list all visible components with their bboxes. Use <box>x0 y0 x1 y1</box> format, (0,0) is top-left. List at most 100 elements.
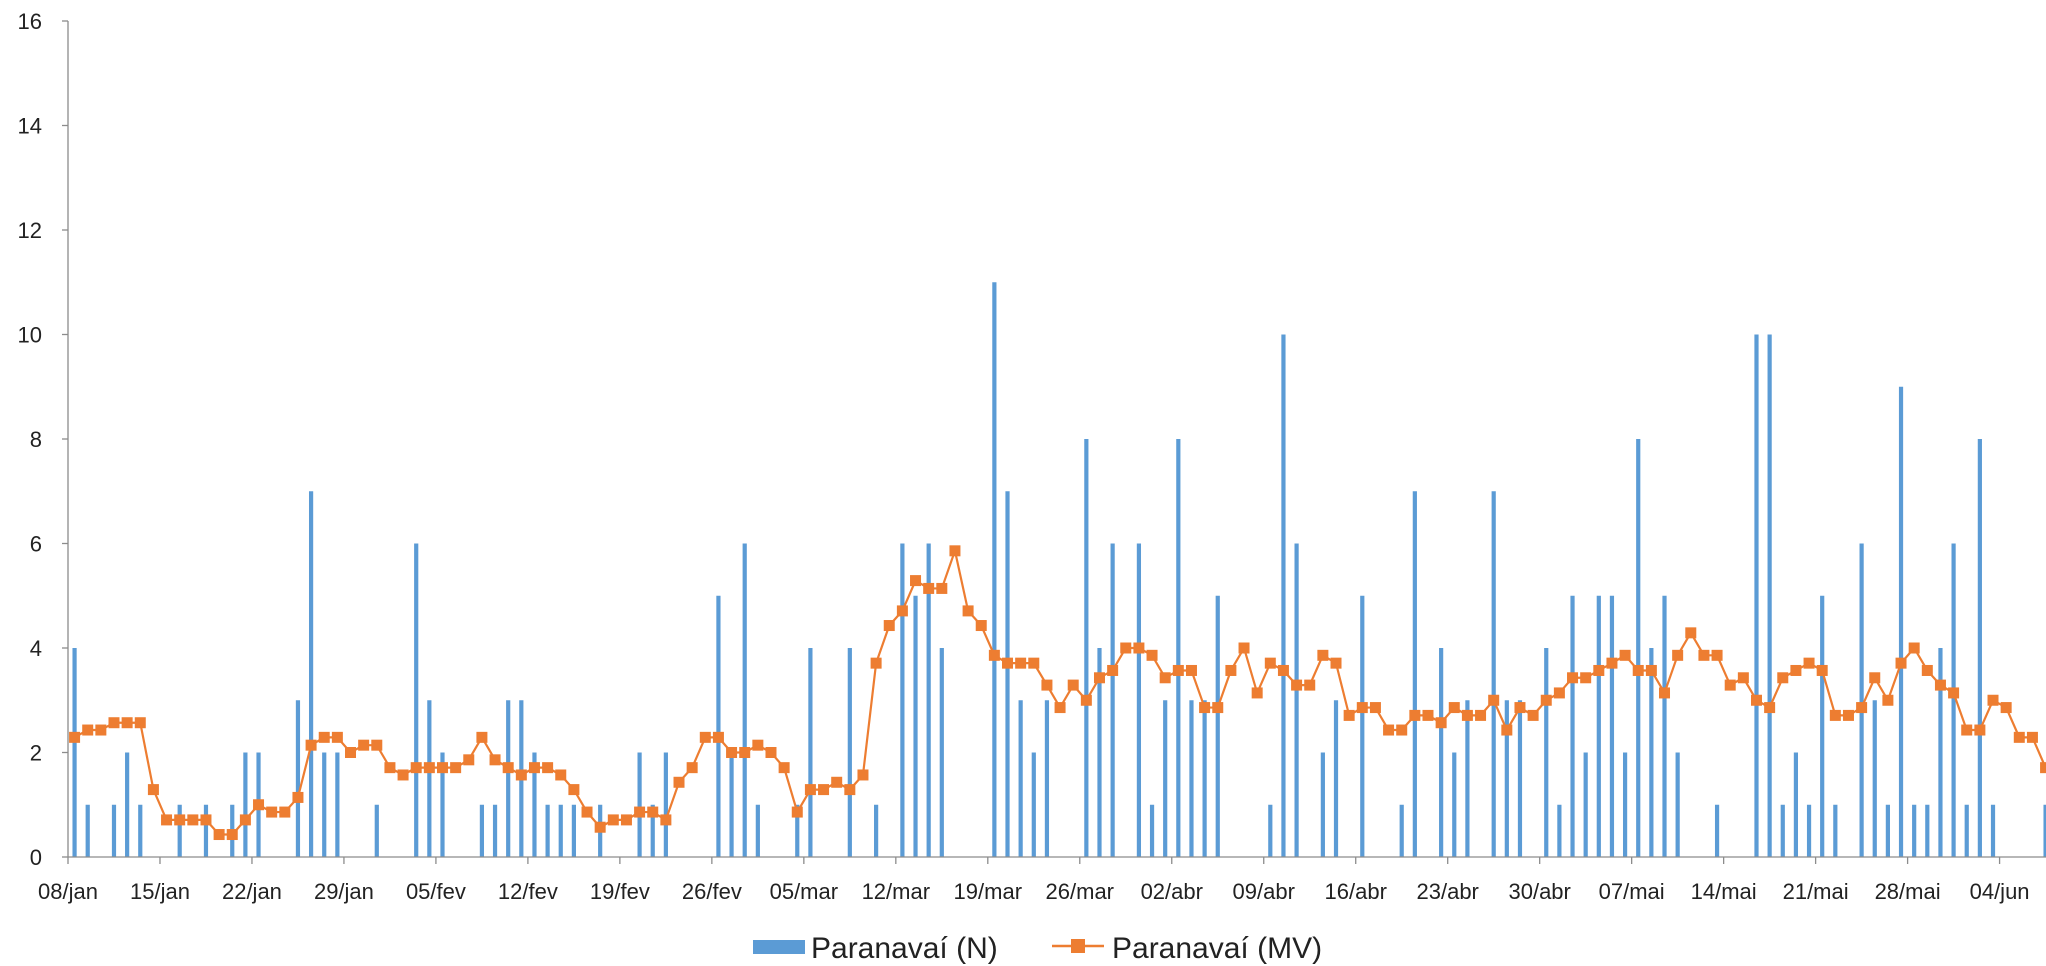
bar <box>440 752 445 857</box>
x-tick-label: 30/abr <box>1508 879 1570 904</box>
mv-point <box>1632 664 1644 676</box>
x-tick-label: 08/jan <box>38 879 98 904</box>
mv-line <box>74 546 2046 836</box>
bar <box>742 543 747 857</box>
mv-point <box>436 762 448 774</box>
bar <box>637 752 642 857</box>
bar <box>874 804 879 857</box>
bar <box>1859 543 1864 857</box>
bar <box>1622 752 1628 857</box>
mv-point <box>1724 679 1736 691</box>
mv-point <box>121 717 133 729</box>
mv-point <box>1777 672 1789 684</box>
bar <box>755 804 760 857</box>
mv-point <box>1593 664 1605 676</box>
mv-point <box>1054 702 1066 714</box>
mv-point <box>870 657 882 669</box>
bar <box>571 804 576 857</box>
mv-point <box>594 821 606 833</box>
mv-point <box>502 762 514 774</box>
bar <box>1189 700 1194 857</box>
mv-point <box>1540 694 1552 706</box>
mv-point <box>686 762 698 774</box>
bar <box>545 804 550 857</box>
bar <box>729 752 734 857</box>
mv-point <box>1133 642 1145 654</box>
mv-point <box>936 582 948 594</box>
bar <box>900 543 905 857</box>
x-tick-label: 16/abr <box>1325 879 1387 904</box>
mv-point <box>778 762 790 774</box>
bar <box>1491 491 1496 857</box>
bar <box>2043 804 2046 857</box>
x-tick-label: 12/mar <box>862 879 930 904</box>
mv-point <box>1580 672 1592 684</box>
mv-point <box>1645 664 1657 676</box>
mv-point <box>923 582 935 594</box>
mv-point <box>1291 679 1303 691</box>
mv-point <box>1225 664 1237 676</box>
mv-point <box>1790 664 1802 676</box>
bar <box>1714 804 1720 857</box>
bar <box>1806 804 1812 857</box>
mv-point <box>1251 687 1263 699</box>
mv-point <box>1448 702 1460 714</box>
x-tick-label: 23/abr <box>1417 879 1479 904</box>
x-tick-label: 29/jan <box>314 879 374 904</box>
mv-point <box>187 814 199 826</box>
x-tick-label: 22/jan <box>222 879 282 904</box>
mv-point <box>1015 657 1027 669</box>
bar <box>1898 386 1904 857</box>
mv-point <box>1974 724 1986 736</box>
mv-point <box>1856 702 1868 714</box>
x-axis-ticks: 08/jan 15/jan 22/jan 29/jan 05/fev 12/fev 19/f… <box>38 857 2030 904</box>
mv-point <box>174 814 186 826</box>
bar <box>243 752 248 857</box>
mv-point <box>489 754 501 766</box>
y-tick-label: 16 <box>18 9 42 34</box>
mv-point <box>82 724 94 736</box>
mv-point <box>791 806 803 818</box>
bar <box>335 752 340 857</box>
mv-point <box>1461 709 1473 721</box>
mv-point <box>975 620 987 632</box>
mv-point <box>239 814 251 826</box>
mv-point <box>1369 702 1381 714</box>
mv-point <box>1842 709 1854 721</box>
bar <box>1833 804 1838 857</box>
bar <box>308 491 314 857</box>
bar <box>322 752 327 857</box>
mv-point <box>1816 664 1828 676</box>
bar <box>414 543 419 857</box>
bar <box>1964 804 1969 857</box>
mv-point <box>318 731 330 743</box>
x-tick-label: 19/fev <box>590 879 650 904</box>
y-tick-label: 2 <box>30 741 42 766</box>
mv-point <box>1514 702 1526 714</box>
mv-point <box>1488 694 1500 706</box>
legend-bar-label: Paranavaí (N) <box>811 932 998 965</box>
x-tick-label: 09/abr <box>1233 879 1295 904</box>
bar <box>1215 595 1220 857</box>
mv-point <box>528 762 540 774</box>
bar <box>1031 752 1036 857</box>
bar <box>1452 752 1457 857</box>
mv-point <box>345 747 357 758</box>
bar <box>1557 804 1562 857</box>
mv-point <box>1987 694 1999 706</box>
mv-point <box>1685 627 1697 639</box>
bar <box>1977 439 1982 857</box>
mv-point <box>752 739 764 751</box>
mv-point <box>1475 709 1487 721</box>
mv-point <box>2040 762 2046 774</box>
mv-point <box>371 739 383 751</box>
bar <box>847 648 852 857</box>
mv-point <box>581 806 593 818</box>
mv-point <box>1882 694 1894 706</box>
x-tick-label: 14/mai <box>1691 879 1757 904</box>
bar <box>926 543 931 857</box>
bar <box>1820 595 1825 857</box>
mv-point <box>844 784 856 796</box>
bar <box>1990 804 1996 857</box>
mv-point <box>331 731 343 743</box>
